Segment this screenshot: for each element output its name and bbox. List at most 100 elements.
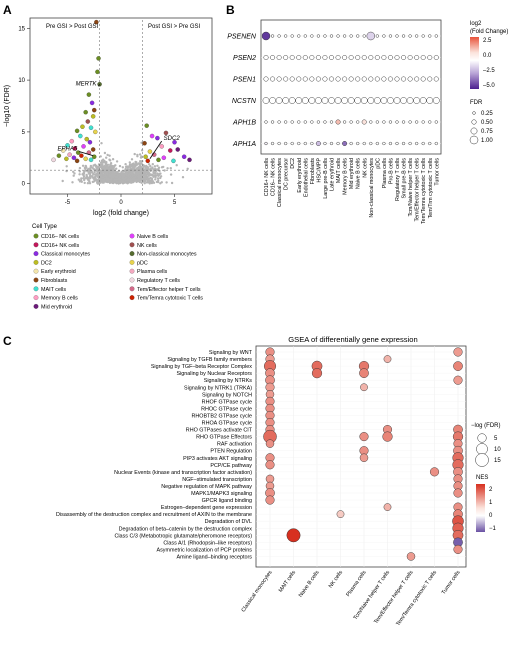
gray-point [101,163,104,166]
cell-name: Fibroblasts [310,158,316,185]
significant-points [51,19,192,164]
volcano-x-axis-label: log2 (fold change) [93,210,149,217]
expression-dot [395,141,399,146]
legend-label: Tem/Effector helper T cells [137,287,201,293]
cell-name: Tem/Temra cytotoxic T cells [421,158,427,224]
expression-dot [301,97,309,104]
gene-label: EPHA5 [58,147,78,153]
size-legend-dot [471,119,477,125]
gray-point [89,172,92,175]
gray-point [181,176,185,179]
significant-point [156,157,161,163]
expression-dot [394,76,400,82]
gray-point [72,170,75,173]
cell-type-legend: CD16– NK cells CD16+ NK cells Classical mo… [33,233,203,310]
gray-point [111,181,115,184]
cell-name: CD16– NK cells [271,158,277,196]
significant-point [155,135,160,141]
x-tick-label: 0 [119,200,123,206]
color-tick-label: 2.5 [483,38,492,44]
gray-point [140,149,144,152]
expression-dot [310,120,314,124]
significant-point [145,158,150,164]
cell-name: Tumor cells [434,158,440,186]
gsea-dot [265,439,275,448]
gray-point [106,179,109,182]
gray-point [65,169,68,173]
legend-swatch [33,260,39,265]
expression-dot [310,34,314,38]
expression-dot [310,141,314,146]
pathway-name: Signaling by TGFB family members [167,357,252,363]
expression-dot [374,76,380,82]
expression-dot [264,141,268,146]
expression-dot [361,76,367,82]
gene-label-pointer [79,151,94,157]
legend-swatch [33,295,39,301]
gsea-color-tick-label: 0 [489,513,493,519]
gray-point [109,159,112,162]
gsea-dot [453,488,463,498]
gray-point [143,176,146,179]
size-legend-dot [472,111,476,115]
gsea-dots [263,347,464,561]
legend-label: Mid erythroid [41,304,72,310]
gray-point [138,165,141,168]
pathway-name: GPCR ligand binding [202,498,252,504]
pathway-name: RAF activation [217,442,252,448]
legend-swatch [33,251,39,257]
gray-point [152,171,155,174]
size-legend-dot [469,135,479,145]
expression-dot [275,97,283,104]
y-tick-label: 10 [18,78,25,84]
gene-name: PSEN2 [233,55,256,62]
gray-point [99,155,102,158]
significant-point [81,144,86,149]
expression-dot [290,141,294,146]
cell-name: pDC [375,158,381,169]
expression-dot [369,120,373,124]
gray-point [84,165,87,168]
gsea-cell-name: Tumor cells [441,569,462,595]
expression-dot [401,34,406,38]
gene-label: MERTK [76,81,98,87]
expression-dot [361,55,367,60]
expression-dot [270,34,275,38]
legend-label: Non-classical monocytes [137,252,197,258]
expression-dot [349,34,353,38]
gray-point [117,174,121,177]
cell-name: Tem/Trm cytotoxic T cells [428,158,434,219]
expression-dot [270,55,276,60]
gray-point [108,167,111,170]
expression-dot [434,120,438,124]
expression-dot [283,76,289,82]
significant-point [144,123,149,128]
expression-dot [375,34,379,38]
expression-dot [282,97,290,104]
expression-dot [395,34,399,38]
y-tick-label: 0 [22,182,26,188]
gray-point [85,175,89,178]
gene-name: NCSTN [232,98,257,105]
expression-dot [289,55,295,60]
size-legend-label: 0.25 [481,111,493,117]
pathway-name: PIP3 activates AKT signaling [183,456,252,462]
gray-point [159,176,162,180]
expression-dot [263,76,269,82]
expression-dot [322,76,328,82]
expression-dot [270,141,275,146]
expression-dot [335,119,341,125]
gray-point [61,179,64,183]
gray-point [102,160,105,164]
gsea-size-legend-label: 10 [494,447,501,453]
significant-point [90,114,96,119]
gene-labels: MERTK EPHA5 SDC2 [58,81,180,160]
gray-point [133,166,136,169]
annotation-pre-gsi: Pre GSI > Post GSI [46,24,99,30]
expression-dot [309,76,315,82]
gene-label-pointer [149,140,163,160]
gray-point [169,167,172,170]
expression-dot [296,76,302,82]
expression-dot [347,97,355,104]
y-tick-label: 5 [22,130,26,136]
